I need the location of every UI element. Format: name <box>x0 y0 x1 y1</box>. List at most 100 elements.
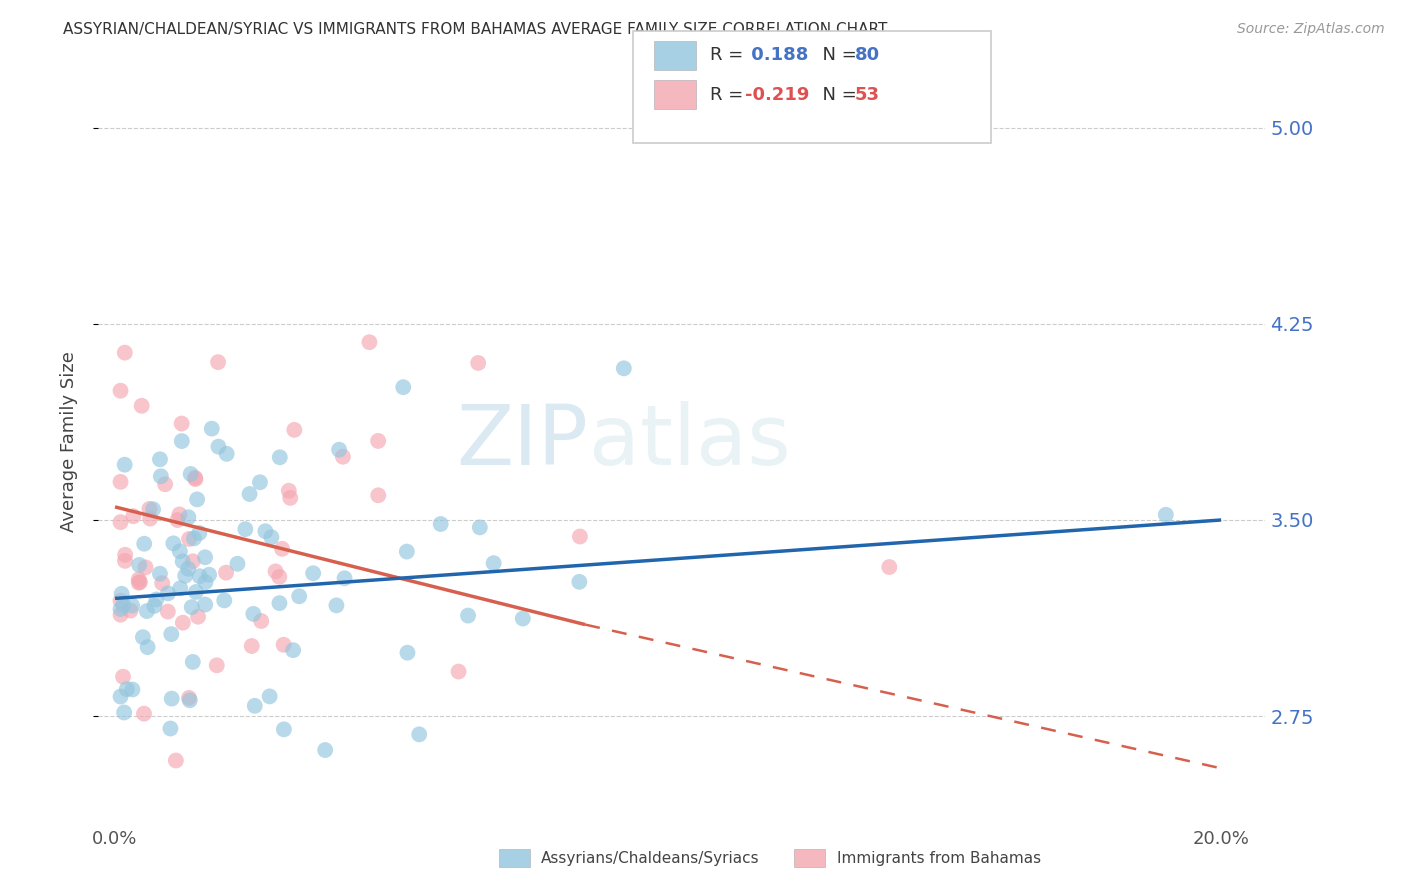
Point <box>159 722 181 736</box>
Point <box>273 723 295 737</box>
Point <box>132 630 155 644</box>
Point <box>110 690 132 704</box>
Point <box>128 573 150 587</box>
Point <box>134 537 156 551</box>
Point <box>169 544 191 558</box>
Point <box>110 515 132 529</box>
Point <box>169 582 191 596</box>
Point <box>187 609 209 624</box>
Point <box>283 423 305 437</box>
Point <box>145 592 167 607</box>
Point <box>172 615 194 630</box>
Point <box>162 536 184 550</box>
Point <box>254 524 277 539</box>
Point <box>112 706 135 720</box>
Point <box>121 599 143 613</box>
Point <box>110 593 132 607</box>
Point <box>1154 508 1177 522</box>
Text: 0.188: 0.188 <box>745 46 808 64</box>
Point <box>215 566 238 580</box>
Point <box>110 607 132 622</box>
Point <box>174 568 197 582</box>
Point <box>613 361 636 376</box>
Point <box>112 598 135 612</box>
Text: 53: 53 <box>855 86 880 103</box>
Point <box>131 399 153 413</box>
Point <box>201 422 224 436</box>
Point <box>169 508 191 522</box>
Point <box>160 691 183 706</box>
Point <box>115 682 138 697</box>
Point <box>447 665 470 679</box>
Text: Assyrians/Chaldeans/Syriacs: Assyrians/Chaldeans/Syriacs <box>541 851 759 865</box>
Point <box>184 585 207 599</box>
Point <box>110 475 132 489</box>
Point <box>325 599 347 613</box>
Point <box>214 593 236 607</box>
Point <box>170 417 193 431</box>
Point <box>114 345 136 359</box>
Point <box>198 567 221 582</box>
Text: R =: R = <box>710 86 749 103</box>
Point <box>215 447 238 461</box>
Text: Immigrants from Bahamas: Immigrants from Bahamas <box>837 851 1040 865</box>
Point <box>359 335 381 350</box>
Point <box>143 599 166 613</box>
Point <box>135 560 157 574</box>
Text: N =: N = <box>811 46 863 64</box>
Point <box>112 670 135 684</box>
Point <box>180 467 202 481</box>
Point <box>207 440 229 454</box>
Point <box>160 627 183 641</box>
Point <box>249 475 271 490</box>
Point <box>333 571 356 585</box>
Point <box>186 492 208 507</box>
Point <box>149 469 172 483</box>
Text: Source: ZipAtlas.com: Source: ZipAtlas.com <box>1237 22 1385 37</box>
Point <box>468 520 491 534</box>
Point <box>314 743 336 757</box>
Point <box>395 544 418 558</box>
Point <box>408 727 430 741</box>
Point <box>235 522 257 536</box>
Point <box>138 501 160 516</box>
Point <box>122 509 145 524</box>
Point <box>277 483 299 498</box>
Text: -0.219: -0.219 <box>745 86 810 103</box>
Point <box>184 471 207 485</box>
Point <box>392 380 415 394</box>
Point <box>120 604 142 618</box>
Point <box>128 575 150 590</box>
Point <box>179 693 201 707</box>
Point <box>156 586 179 600</box>
Text: ZIP: ZIP <box>457 401 589 482</box>
Point <box>207 355 229 369</box>
Point <box>128 558 150 572</box>
Point <box>367 488 389 502</box>
Point <box>188 526 211 541</box>
Point <box>180 600 202 615</box>
Point <box>181 554 204 568</box>
Point <box>114 548 136 562</box>
Text: atlas: atlas <box>589 401 790 482</box>
Point <box>150 576 173 591</box>
Point <box>114 554 136 568</box>
Point <box>149 566 172 581</box>
Text: ASSYRIAN/CHALDEAN/SYRIAC VS IMMIGRANTS FROM BAHAMAS AVERAGE FAMILY SIZE CORRELAT: ASSYRIAN/CHALDEAN/SYRIAC VS IMMIGRANTS F… <box>63 22 887 37</box>
Point <box>194 598 217 612</box>
Point <box>457 608 479 623</box>
Point <box>184 472 207 486</box>
Point <box>243 698 266 713</box>
Point <box>271 541 294 556</box>
Point <box>269 596 291 610</box>
Point <box>264 565 287 579</box>
Point <box>288 589 311 603</box>
Point <box>240 639 263 653</box>
Point <box>172 554 194 568</box>
Point <box>156 605 179 619</box>
Point <box>281 643 304 657</box>
Point <box>139 511 162 525</box>
Point <box>429 516 451 531</box>
Point <box>170 434 193 448</box>
Point <box>205 658 228 673</box>
